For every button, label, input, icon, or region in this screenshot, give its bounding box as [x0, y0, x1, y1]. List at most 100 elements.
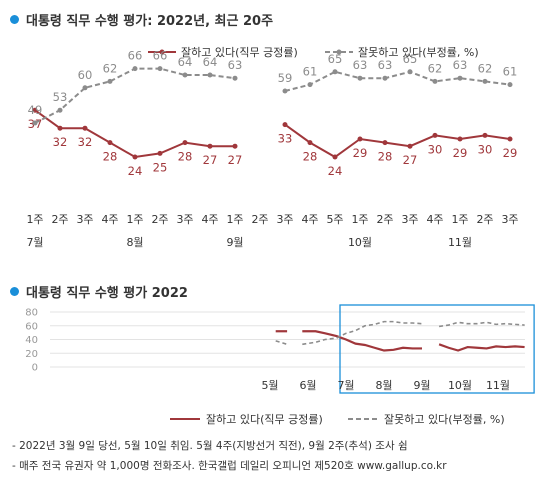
data-point-0-4 [132, 154, 138, 160]
series-line-0-1 [302, 330, 422, 352]
chart2-x-axis: 5월 6월 7월 8월 9월 10월 11월 [261, 379, 510, 392]
data-point-0-6 [182, 140, 188, 146]
bullet-dot-icon [10, 287, 19, 296]
x-tick-label-2: 7월 [337, 379, 354, 392]
data-label-1-18: 62 [478, 61, 493, 75]
data-label-0-13: 29 [353, 146, 368, 160]
chart1-series-0: 37323228242528272733282429282730293029 [28, 107, 517, 178]
x-group-label-2: 9월 [226, 236, 243, 249]
chart2-legend: 잘하고 있다(직무 긍정률) 잘못하고 있다(부정률, %) [170, 412, 505, 426]
data-point-1-11 [307, 82, 313, 88]
legend-label-0: 잘하고 있다(직무 긍정률) [181, 45, 298, 59]
data-label-1-7: 64 [203, 55, 218, 69]
data-point-0-10 [282, 122, 288, 128]
data-point-0-13 [357, 136, 363, 142]
data-label-0-11: 28 [303, 150, 318, 164]
data-point-1-5 [157, 66, 163, 72]
data-point-0-18 [482, 132, 488, 138]
chart2-grid: 0 20 40 60 80 [25, 308, 525, 374]
data-label-1-19: 61 [503, 65, 518, 79]
chart2-series-1 [275, 320, 525, 346]
data-label-1-17: 63 [453, 58, 468, 72]
data-label-1-14: 63 [378, 58, 393, 72]
y-tick-label-4: 80 [25, 308, 38, 319]
data-label-1-4: 66 [128, 49, 143, 63]
data-label-0-12: 24 [328, 164, 343, 178]
data-point-0-19 [507, 136, 513, 142]
data-point-0-1 [57, 125, 63, 131]
chart1-title: 대통령 직무 수행 평가: 2022년, 최근 20주 [10, 10, 273, 29]
data-label-1-11: 61 [303, 65, 318, 79]
data-label-1-2: 60 [78, 68, 93, 82]
data-point-0-16 [432, 132, 438, 138]
data-label-1-13: 63 [353, 58, 368, 72]
x-tick-label-18: 2주 [476, 213, 493, 226]
data-point-1-14 [382, 75, 388, 81]
bullet-dot-icon [10, 15, 19, 24]
legend-label-1: 잘못하고 있다(부정률, %) [358, 45, 479, 59]
data-label-0-18: 30 [478, 142, 493, 156]
data-label-1-8: 63 [228, 58, 243, 72]
x-tick-label-0: 1주 [26, 213, 43, 226]
y-tick-label-2: 40 [25, 335, 38, 346]
data-point-1-2 [82, 85, 88, 91]
data-point-0-15 [407, 143, 413, 149]
data-point-0-8 [232, 143, 238, 149]
legend-label-0: 잘하고 있다(직무 긍정률) [206, 412, 323, 426]
data-label-0-17: 29 [453, 146, 468, 160]
x-tick-label-3: 8월 [375, 379, 392, 392]
x-tick-label-1: 6월 [299, 379, 316, 392]
data-label-1-16: 62 [428, 61, 443, 75]
x-tick-label-4: 1주 [126, 213, 143, 226]
data-point-1-3 [107, 78, 113, 84]
chart2-title: 대통령 직무 수행 평가 2022 [10, 282, 188, 301]
data-label-1-6: 64 [178, 55, 193, 69]
data-label-0-3: 28 [103, 150, 118, 164]
chart1-x-axis: 1주 2주 3주 4주 1주 2주 3주 4주 1주 2주 3주 4주 5주 1주 2주 3주 4주 1주 2주 3주… [26, 213, 518, 249]
data-label-0-7: 27 [203, 153, 218, 167]
legend-marker-1 [336, 49, 342, 55]
series-line-1-0 [275, 340, 288, 346]
x-tick-label-5: 2주 [151, 213, 168, 226]
data-label-0-2: 32 [78, 135, 93, 149]
x-group-label-1: 8월 [126, 236, 143, 249]
data-point-0-2 [82, 125, 88, 131]
x-group-label-3: 10월 [348, 236, 372, 249]
data-label-0-14: 28 [378, 150, 393, 164]
x-tick-label-16: 4주 [426, 213, 443, 226]
data-label-1-12: 65 [328, 52, 343, 66]
x-tick-label-9: 2주 [251, 213, 268, 226]
x-tick-label-10: 3주 [276, 213, 293, 226]
x-tick-label-19: 3주 [501, 213, 518, 226]
data-point-1-8 [232, 75, 238, 81]
legend-marker-0 [159, 49, 165, 55]
x-tick-label-1: 2주 [51, 213, 68, 226]
weekly-approval-chart: 잘하고 있다(직무 긍정률)잘못하고 있다(부정률, %)37323228242… [26, 45, 518, 249]
series-line-0-1 [284, 123, 511, 159]
footnote-1: - 2022년 3월 9일 당선, 5월 10일 취임. 5월 4주(지방선거 … [12, 440, 408, 452]
x-tick-label-8: 1주 [226, 213, 243, 226]
series-line-0-0 [34, 109, 235, 159]
data-label-0-1: 32 [53, 135, 68, 149]
data-label-1-15: 65 [403, 52, 418, 66]
x-tick-label-5: 10월 [448, 379, 472, 392]
y-tick-label-0: 0 [32, 363, 38, 374]
legend-label-1: 잘못하고 있다(부정률, %) [384, 412, 505, 426]
data-label-0-8: 27 [228, 153, 243, 167]
data-label-0-10: 33 [278, 132, 293, 146]
data-label-1-5: 66 [153, 49, 168, 63]
x-group-label-0: 7월 [26, 236, 43, 249]
series-line-1-1 [284, 70, 511, 92]
footnote-2: - 매주 전국 유권자 약 1,000명 전화조사. 한국갤럽 데일리 오피니언… [12, 460, 447, 472]
data-point-1-12 [332, 69, 338, 75]
y-tick-label-3: 60 [25, 321, 38, 332]
x-tick-label-0: 5월 [261, 379, 278, 392]
data-point-0-5 [157, 150, 163, 156]
x-tick-label-4: 9월 [413, 379, 430, 392]
x-tick-label-13: 1주 [351, 213, 368, 226]
x-tick-label-3: 4주 [101, 213, 118, 226]
data-point-1-7 [207, 72, 213, 78]
data-label-0-5: 25 [153, 160, 168, 174]
x-tick-label-14: 2주 [376, 213, 393, 226]
